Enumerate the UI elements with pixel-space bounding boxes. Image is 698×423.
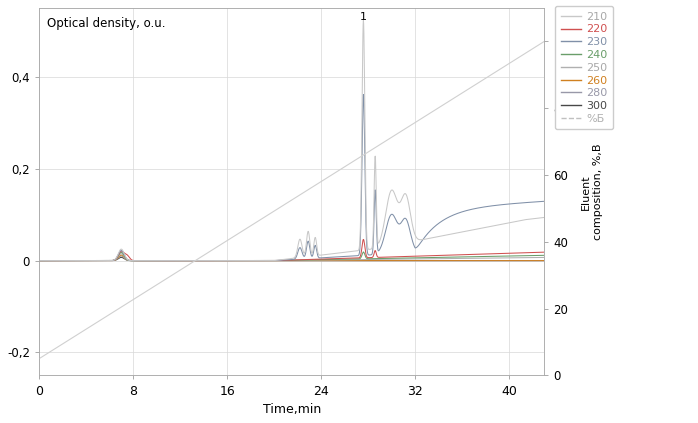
Text: 1: 1 — [360, 12, 367, 22]
Legend: 210, 220, 230, 240, 250, 260, 280, 300, %Б: 210, 220, 230, 240, 250, 260, 280, 300, … — [555, 6, 613, 129]
X-axis label: Time,min: Time,min — [262, 403, 321, 416]
Y-axis label: Eluent
composition, %,B: Eluent composition, %,B — [581, 143, 603, 240]
Text: Optical density, o.u.: Optical density, o.u. — [47, 17, 165, 30]
